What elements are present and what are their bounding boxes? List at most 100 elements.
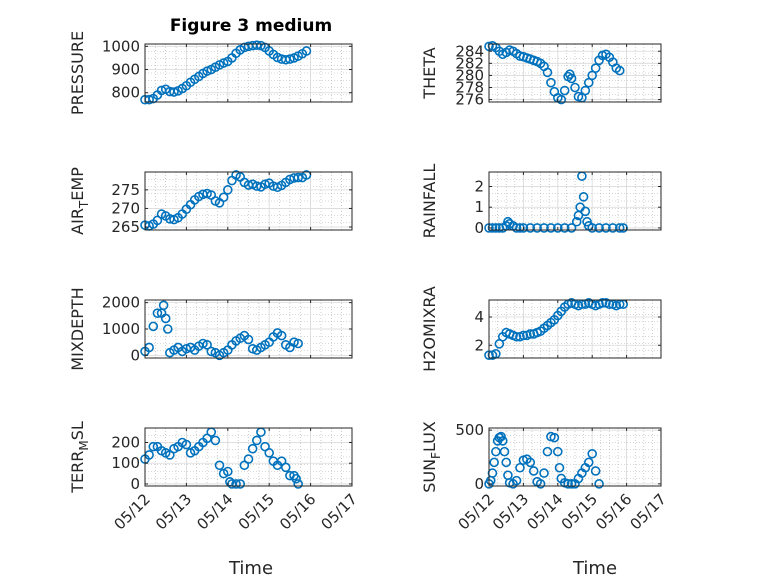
data-point bbox=[549, 432, 560, 443]
data-point bbox=[511, 475, 522, 486]
data-point bbox=[243, 454, 254, 464]
data-point bbox=[608, 223, 618, 233]
data-point bbox=[515, 223, 525, 233]
data-point bbox=[511, 223, 522, 233]
data-point bbox=[566, 223, 577, 233]
data-point bbox=[539, 468, 549, 478]
x-tick-label: 05/12 bbox=[455, 490, 498, 533]
data-point bbox=[148, 321, 159, 332]
data-series bbox=[484, 431, 604, 489]
data-point bbox=[528, 466, 539, 476]
data-point bbox=[214, 460, 225, 471]
data-point bbox=[293, 172, 303, 183]
data-point bbox=[614, 65, 625, 76]
data-point bbox=[583, 457, 594, 468]
data-point bbox=[535, 479, 546, 489]
data-point bbox=[223, 185, 233, 195]
data-point bbox=[539, 223, 549, 233]
data-point bbox=[580, 206, 591, 217]
data-point bbox=[206, 346, 217, 357]
y-tick-label: 284 bbox=[455, 42, 484, 60]
y-tick-label: 278 bbox=[455, 79, 484, 97]
data-point bbox=[223, 466, 233, 477]
y-tick-label: 1 bbox=[474, 198, 484, 216]
y-axis-label: THETA bbox=[420, 47, 439, 99]
axes-box bbox=[144, 43, 353, 103]
y-axis-label: PRESSURE bbox=[68, 31, 87, 115]
data-point bbox=[546, 77, 556, 88]
data-point bbox=[160, 313, 171, 324]
data-point bbox=[571, 216, 582, 227]
x-tick-label: 05/15 bbox=[558, 490, 601, 533]
data-series bbox=[140, 427, 303, 489]
data-point bbox=[231, 479, 241, 489]
subplot-5: 0 1000 2000 MIXDEPTH bbox=[68, 287, 353, 371]
data-point bbox=[251, 435, 262, 446]
data-point bbox=[532, 223, 542, 233]
data-point bbox=[546, 223, 556, 233]
x-tick-label: 05/13 bbox=[152, 490, 195, 533]
data-point bbox=[565, 69, 575, 80]
y-axis-label: AIRTEMP bbox=[68, 167, 91, 235]
data-point bbox=[202, 188, 212, 199]
data-point bbox=[511, 331, 522, 342]
data-point bbox=[251, 40, 262, 50]
data-point bbox=[497, 436, 508, 446]
subplot-1: 800 900 1000 PRESSURE bbox=[68, 31, 353, 115]
plot-area bbox=[145, 428, 352, 486]
data-point bbox=[247, 443, 258, 454]
subplot-4: 0 1 2 RAINFALL bbox=[420, 164, 662, 238]
y-tick-label: 276 bbox=[455, 91, 484, 109]
x-tick-label: 05/12 bbox=[111, 490, 154, 533]
data-point bbox=[525, 329, 536, 339]
y-tick-label: 2 bbox=[474, 178, 484, 196]
data-point bbox=[291, 473, 301, 484]
x-tick-label: 05/15 bbox=[235, 490, 278, 533]
data-point bbox=[614, 223, 625, 233]
axes-box bbox=[144, 171, 353, 231]
data-series bbox=[484, 298, 628, 360]
y-tick-label: 0 bbox=[474, 475, 484, 493]
data-point bbox=[501, 457, 512, 468]
x-tick-label: 05/14 bbox=[523, 490, 566, 533]
y-axis-label: TERRMSL bbox=[68, 421, 91, 494]
data-point bbox=[499, 446, 510, 457]
plot-area bbox=[145, 44, 352, 102]
data-point bbox=[570, 82, 580, 93]
axes-box bbox=[144, 427, 353, 487]
data-point bbox=[552, 223, 563, 233]
data-point bbox=[525, 457, 536, 468]
data-point bbox=[566, 73, 577, 84]
data-point bbox=[556, 94, 567, 105]
data-series bbox=[484, 171, 628, 233]
data-point bbox=[210, 435, 221, 446]
data-series bbox=[140, 170, 312, 231]
data-point bbox=[487, 223, 498, 233]
axes-box bbox=[488, 43, 662, 103]
data-point bbox=[542, 67, 553, 78]
data-point bbox=[235, 479, 246, 489]
data-point bbox=[518, 330, 529, 341]
data-point bbox=[580, 85, 591, 96]
y-axis-label: H2OMIXRA bbox=[420, 286, 439, 372]
y-tick-label: 270 bbox=[111, 199, 140, 217]
data-point bbox=[162, 324, 173, 334]
y-tick-label: 0 bbox=[130, 475, 140, 493]
data-point bbox=[618, 223, 628, 233]
y-axis-label: MIXDEPTH bbox=[68, 287, 87, 370]
data-point bbox=[148, 441, 159, 452]
data-point bbox=[487, 468, 498, 478]
y-tick-label: 4 bbox=[474, 308, 484, 326]
data-point bbox=[301, 46, 312, 56]
data-point bbox=[578, 192, 589, 202]
data-point bbox=[594, 223, 604, 233]
y-tick-label: 1000 bbox=[102, 37, 140, 55]
figure-title: Figure 3 medium bbox=[170, 16, 332, 36]
x-axis-label-right: Time bbox=[572, 558, 617, 579]
x-axis-label-left: Time bbox=[228, 558, 273, 579]
data-point bbox=[489, 457, 499, 468]
data-point bbox=[563, 479, 573, 489]
data-point bbox=[559, 223, 570, 233]
